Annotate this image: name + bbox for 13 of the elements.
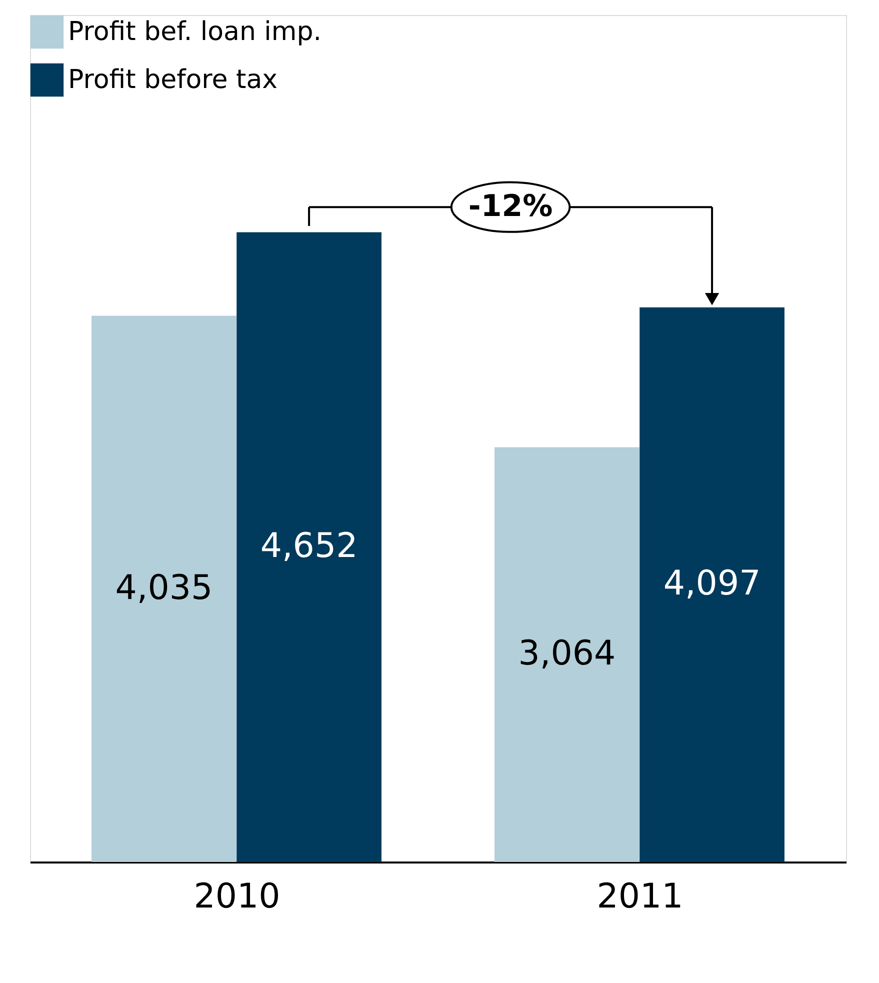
data-label: 4,097 bbox=[663, 564, 761, 604]
bar bbox=[494, 447, 640, 862]
legend-label: Profit before tax bbox=[68, 65, 278, 95]
text: -12% bbox=[468, 189, 553, 224]
x-tick-label: 2010 bbox=[194, 876, 280, 916]
data-label: 3,064 bbox=[518, 634, 616, 674]
bar bbox=[640, 307, 784, 862]
data-label: 4,035 bbox=[115, 568, 213, 608]
data-label: 4,652 bbox=[260, 526, 358, 566]
x-tick-label: 2011 bbox=[596, 876, 684, 916]
bar bbox=[92, 316, 236, 862]
bar bbox=[236, 232, 382, 862]
legend-label: Profit bef. loan imp. bbox=[68, 17, 322, 47]
